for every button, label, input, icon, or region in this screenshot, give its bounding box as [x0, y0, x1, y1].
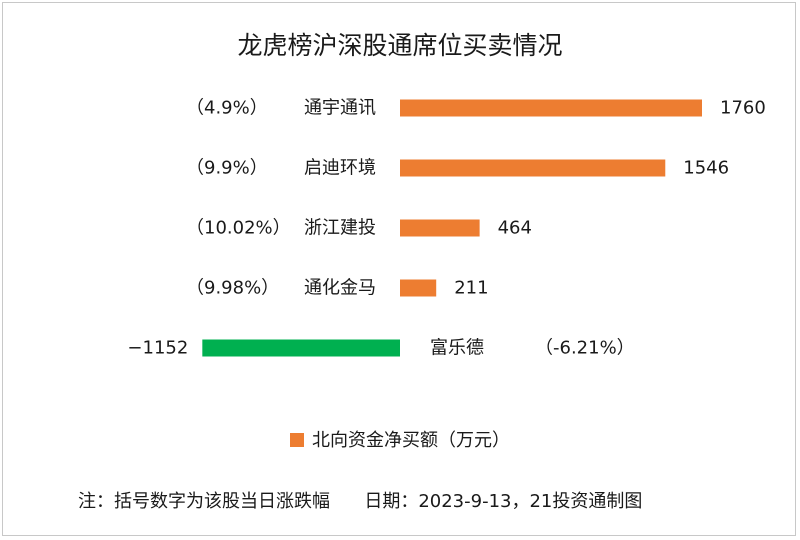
bar-2: [400, 159, 666, 177]
value-label: 1546: [683, 158, 729, 179]
pct-label: （4.9%）: [186, 98, 268, 119]
category-label: 通宇通讯: [304, 98, 376, 119]
bar-4: [400, 279, 437, 297]
value-label: 211: [454, 278, 488, 299]
category-label: 通化金马: [304, 278, 376, 299]
pct-label: （9.98%）: [186, 278, 279, 299]
legend: 北向资金净买额（万元）: [0, 426, 800, 452]
pct-label: （9.9%）: [186, 158, 268, 179]
pct-label: （-6.21%）: [535, 338, 635, 359]
category-label: 富乐德: [430, 338, 484, 359]
bar-1: [400, 99, 702, 117]
bar-5: [202, 339, 400, 357]
category-label: 浙江建投: [304, 218, 376, 239]
value-label: 464: [498, 218, 532, 239]
legend-swatch: [290, 433, 304, 447]
legend-label: 北向资金净买额（万元）: [312, 430, 510, 451]
value-label: 1760: [720, 98, 766, 119]
footnote: 注：括号数字为该股当日涨跌幅 日期：2023-9-13，21投资通制图: [78, 491, 643, 512]
category-label: 启迪环境: [304, 158, 376, 179]
pct-label: （10.02%）: [186, 218, 291, 239]
chart-title: 龙虎榜沪深股通席位买卖情况: [237, 31, 563, 60]
value-label: −1152: [127, 338, 188, 359]
bar-3: [400, 219, 480, 237]
